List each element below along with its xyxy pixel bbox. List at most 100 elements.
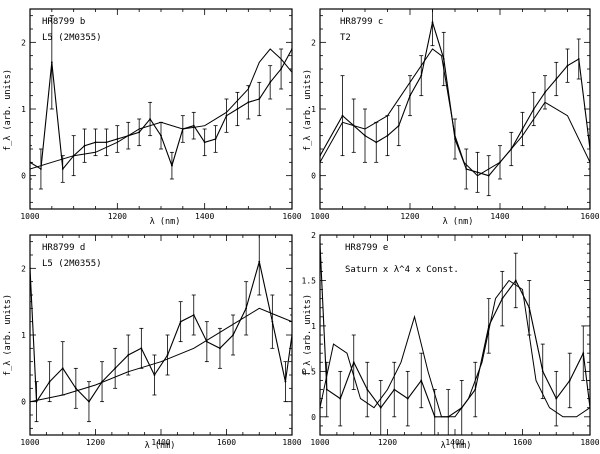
data-point [379,406,382,409]
data-point [514,279,517,282]
x-tick-label: 1400 [445,438,464,447]
data-point [61,367,64,370]
data-point [521,128,524,130]
panel-hr8799-e: HR8799 e Saturn x λ^4 x Const. λ (nm) f_… [302,231,600,451]
data-point [474,388,477,391]
panel-title: HR8799 d [42,243,85,253]
data-point [501,297,504,300]
data-point [138,131,141,134]
data-point [116,138,119,140]
x-tick-label: 1200 [108,212,127,221]
data-point [528,306,531,309]
x-tick-label: 1800 [282,438,301,447]
y-tick-label: 2 [21,264,26,273]
data-point [431,21,434,24]
data-point [50,61,53,64]
y-axis-title: f_λ (arb. units) [3,294,13,376]
data-point [555,78,558,80]
data-point [88,400,90,403]
x-tick-label: 1200 [378,438,397,447]
data-point [366,388,369,391]
x-tick-label: 1400 [195,212,214,221]
model-spectrum-line [320,48,590,177]
y-tick-label: 0 [21,172,26,181]
data-point [566,64,569,67]
data-point [40,168,42,170]
data-point [205,340,208,343]
y-tick-label: 0 [21,398,26,407]
data-point [214,138,217,140]
data-point [406,397,409,400]
data-point [140,347,143,350]
data-point [232,334,234,336]
data-point [352,361,355,364]
data-point [364,134,366,137]
panel-hr8799-d: HR8799 d L5 (2M0355) λ (nm) f_λ (arb. un… [3,234,302,451]
data-point [271,320,274,323]
data-point [320,243,321,245]
y-axis-title: f_λ (arb. units) [3,69,13,151]
data-point [420,379,423,382]
x-axis-title: λ (nm) [441,441,472,451]
data-point [258,260,261,263]
data-point [114,367,117,370]
y-tick-label: 1 [311,105,316,114]
data-point [30,161,31,164]
x-tick-label: 1000 [20,212,39,221]
data-point [393,388,396,391]
panel-title: HR8799 e [345,243,388,253]
data-point [541,370,544,373]
data-point [291,48,292,50]
x-tick-label: 1400 [490,212,509,221]
x-tick-label: 1600 [513,438,532,447]
data-point [247,101,250,104]
panel-subtitle: L5 (2M0355) [42,259,102,269]
data-point [325,388,328,391]
y-tick-label: 0 [311,413,316,422]
x-axis-title: λ (nm) [443,217,474,227]
data-line [320,20,590,177]
data-point [582,352,585,355]
data-point [375,141,378,144]
x-tick-label: 1200 [86,438,105,447]
data-point [409,94,411,97]
plot-area [30,15,292,190]
data-point [577,58,580,60]
model-spectrum-line [30,48,292,170]
data-point [487,174,490,177]
x-tick-label: 1600 [282,212,301,221]
x-tick-label: 1000 [310,212,329,221]
y-tick-label: 2 [311,38,316,47]
data-point [192,124,195,127]
panel-hr8799-b: HR8799 b L5 (2M0355) λ (nm) f_λ (arb. un… [3,8,302,227]
data-point [341,114,344,117]
y-tick-label: 1.5 [302,276,317,285]
x-tick-label: 1600 [217,438,236,447]
data-line [30,261,292,404]
data-line [30,48,292,171]
model-spectrum-line [30,307,292,403]
data-point [166,354,169,356]
data-point [269,81,272,84]
panel-title: HR8799 c [340,17,383,27]
panel-subtitle: Saturn x λ^4 x Const. [345,265,459,275]
data-point [153,374,156,376]
data-point [589,148,590,150]
data-point [339,397,342,400]
data-point [258,98,261,100]
plot-frame [319,8,591,210]
data-point [160,134,162,137]
data-point [94,141,97,144]
data-point [225,114,228,117]
y-tick-label: 0.5 [302,367,317,376]
x-tick-label: 1000 [20,438,39,447]
y-tick-label: 2 [311,231,316,240]
data-point [179,320,182,323]
x-axis-title: λ (nm) [145,441,176,451]
data-point [280,68,282,70]
data-point [74,387,77,390]
data-point [192,314,195,316]
y-tick-label: 1 [21,331,26,340]
data-point [284,380,287,383]
x-tick-label: 1200 [400,212,419,221]
